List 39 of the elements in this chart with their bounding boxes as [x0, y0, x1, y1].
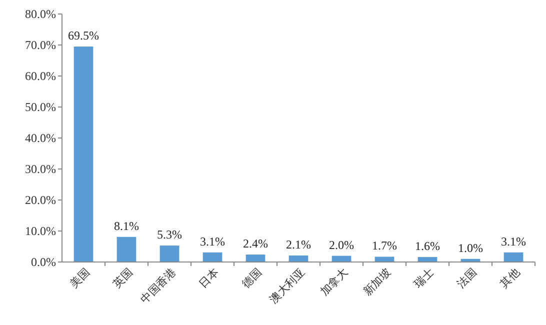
bar	[116, 236, 136, 262]
data-label: 2.4%	[243, 236, 268, 251]
data-label: 2.0%	[329, 238, 354, 252]
y-tick-label: 50.0%	[25, 100, 56, 114]
data-label: 1.7%	[372, 238, 397, 253]
y-tick-label: 40.0%	[25, 131, 56, 146]
data-label: 69.5%	[68, 28, 99, 43]
x-tick-label: 其他	[498, 266, 522, 290]
bar	[160, 246, 180, 262]
bar	[246, 254, 266, 262]
x-tick-label: 瑞士	[412, 266, 436, 290]
x-tick-label: 新加坡	[360, 266, 394, 298]
data-label: 1.6%	[415, 239, 440, 254]
x-tick-label: 日本	[196, 266, 222, 290]
y-tick-label: 30.0%	[25, 162, 56, 176]
y-tick-label: 70.0%	[25, 38, 56, 52]
data-label: 8.1%	[114, 218, 139, 233]
data-label: 1.0%	[458, 240, 483, 255]
y-tick-label: 10.0%	[25, 224, 56, 238]
y-tick-label: 80.0%	[25, 7, 56, 22]
data-label: 5.3%	[157, 228, 182, 242]
x-tick-label: 澳大利亚	[267, 266, 308, 306]
bar	[374, 256, 394, 262]
bar	[74, 46, 94, 262]
y-tick-label: 20.0%	[25, 193, 56, 208]
bar	[504, 252, 524, 262]
bar	[202, 252, 222, 262]
y-tick-label: 0.0%	[31, 255, 56, 270]
x-tick-label: 中国香港	[138, 266, 178, 306]
y-tick-label: 60.0%	[25, 69, 56, 84]
data-label: 2.1%	[286, 237, 311, 252]
bar	[288, 255, 308, 262]
x-tick-label: 法国	[454, 266, 480, 290]
x-tick-label: 德国	[240, 266, 264, 290]
x-tick-label: 英国	[110, 266, 136, 290]
x-tick-label: 美国	[68, 266, 92, 290]
x-tick-label: 加拿大	[318, 266, 350, 298]
data-label: 3.1%	[200, 234, 225, 248]
data-label: 3.1%	[501, 234, 526, 248]
